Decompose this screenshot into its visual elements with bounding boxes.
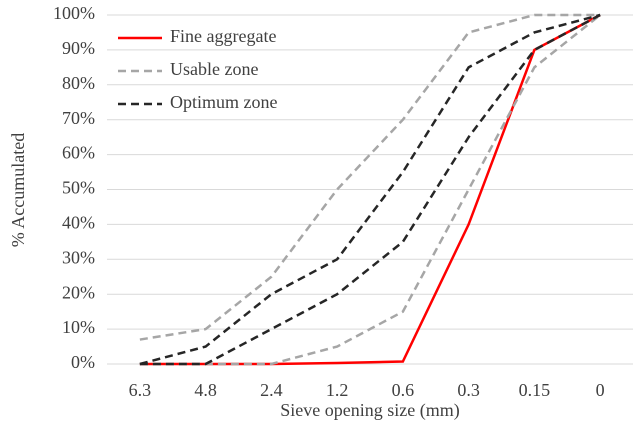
series-line (139, 13, 601, 366)
series-line (139, 13, 601, 341)
x-tick-label: 6.3 (129, 380, 152, 400)
legend-label: Fine aggregate (170, 26, 276, 46)
x-tick-label: 0 (596, 380, 605, 400)
y-tick-label: 100% (53, 3, 95, 23)
y-tick-label: 20% (62, 282, 95, 302)
y-tick-label: 30% (62, 247, 95, 267)
x-tick-label: 4.8 (194, 380, 217, 400)
y-tick-label: 60% (62, 143, 95, 163)
y-tick-label: 50% (62, 178, 95, 198)
series-line (139, 14, 601, 366)
x-axis-title: Sieve opening size (mm) (280, 400, 459, 421)
y-tick-label: 10% (62, 317, 95, 337)
x-tick-label: 0.15 (519, 380, 551, 400)
y-tick-label: 70% (62, 108, 95, 128)
x-tick-label: 0.3 (457, 380, 480, 400)
x-tick-label: 0.6 (392, 380, 415, 400)
legend-label: Optimum zone (170, 92, 277, 112)
series-line (139, 13, 601, 366)
series-line (139, 13, 601, 366)
y-tick-label: 90% (62, 38, 95, 58)
y-tick-label: 40% (62, 213, 95, 233)
y-tick-label: 0% (71, 352, 95, 372)
x-tick-label: 2.4 (260, 380, 283, 400)
y-tick-label: 80% (62, 73, 95, 93)
y-axis-title: % Accumulated (8, 133, 28, 247)
x-tick-label: 1.2 (326, 380, 349, 400)
legend-label: Usable zone (170, 59, 258, 79)
